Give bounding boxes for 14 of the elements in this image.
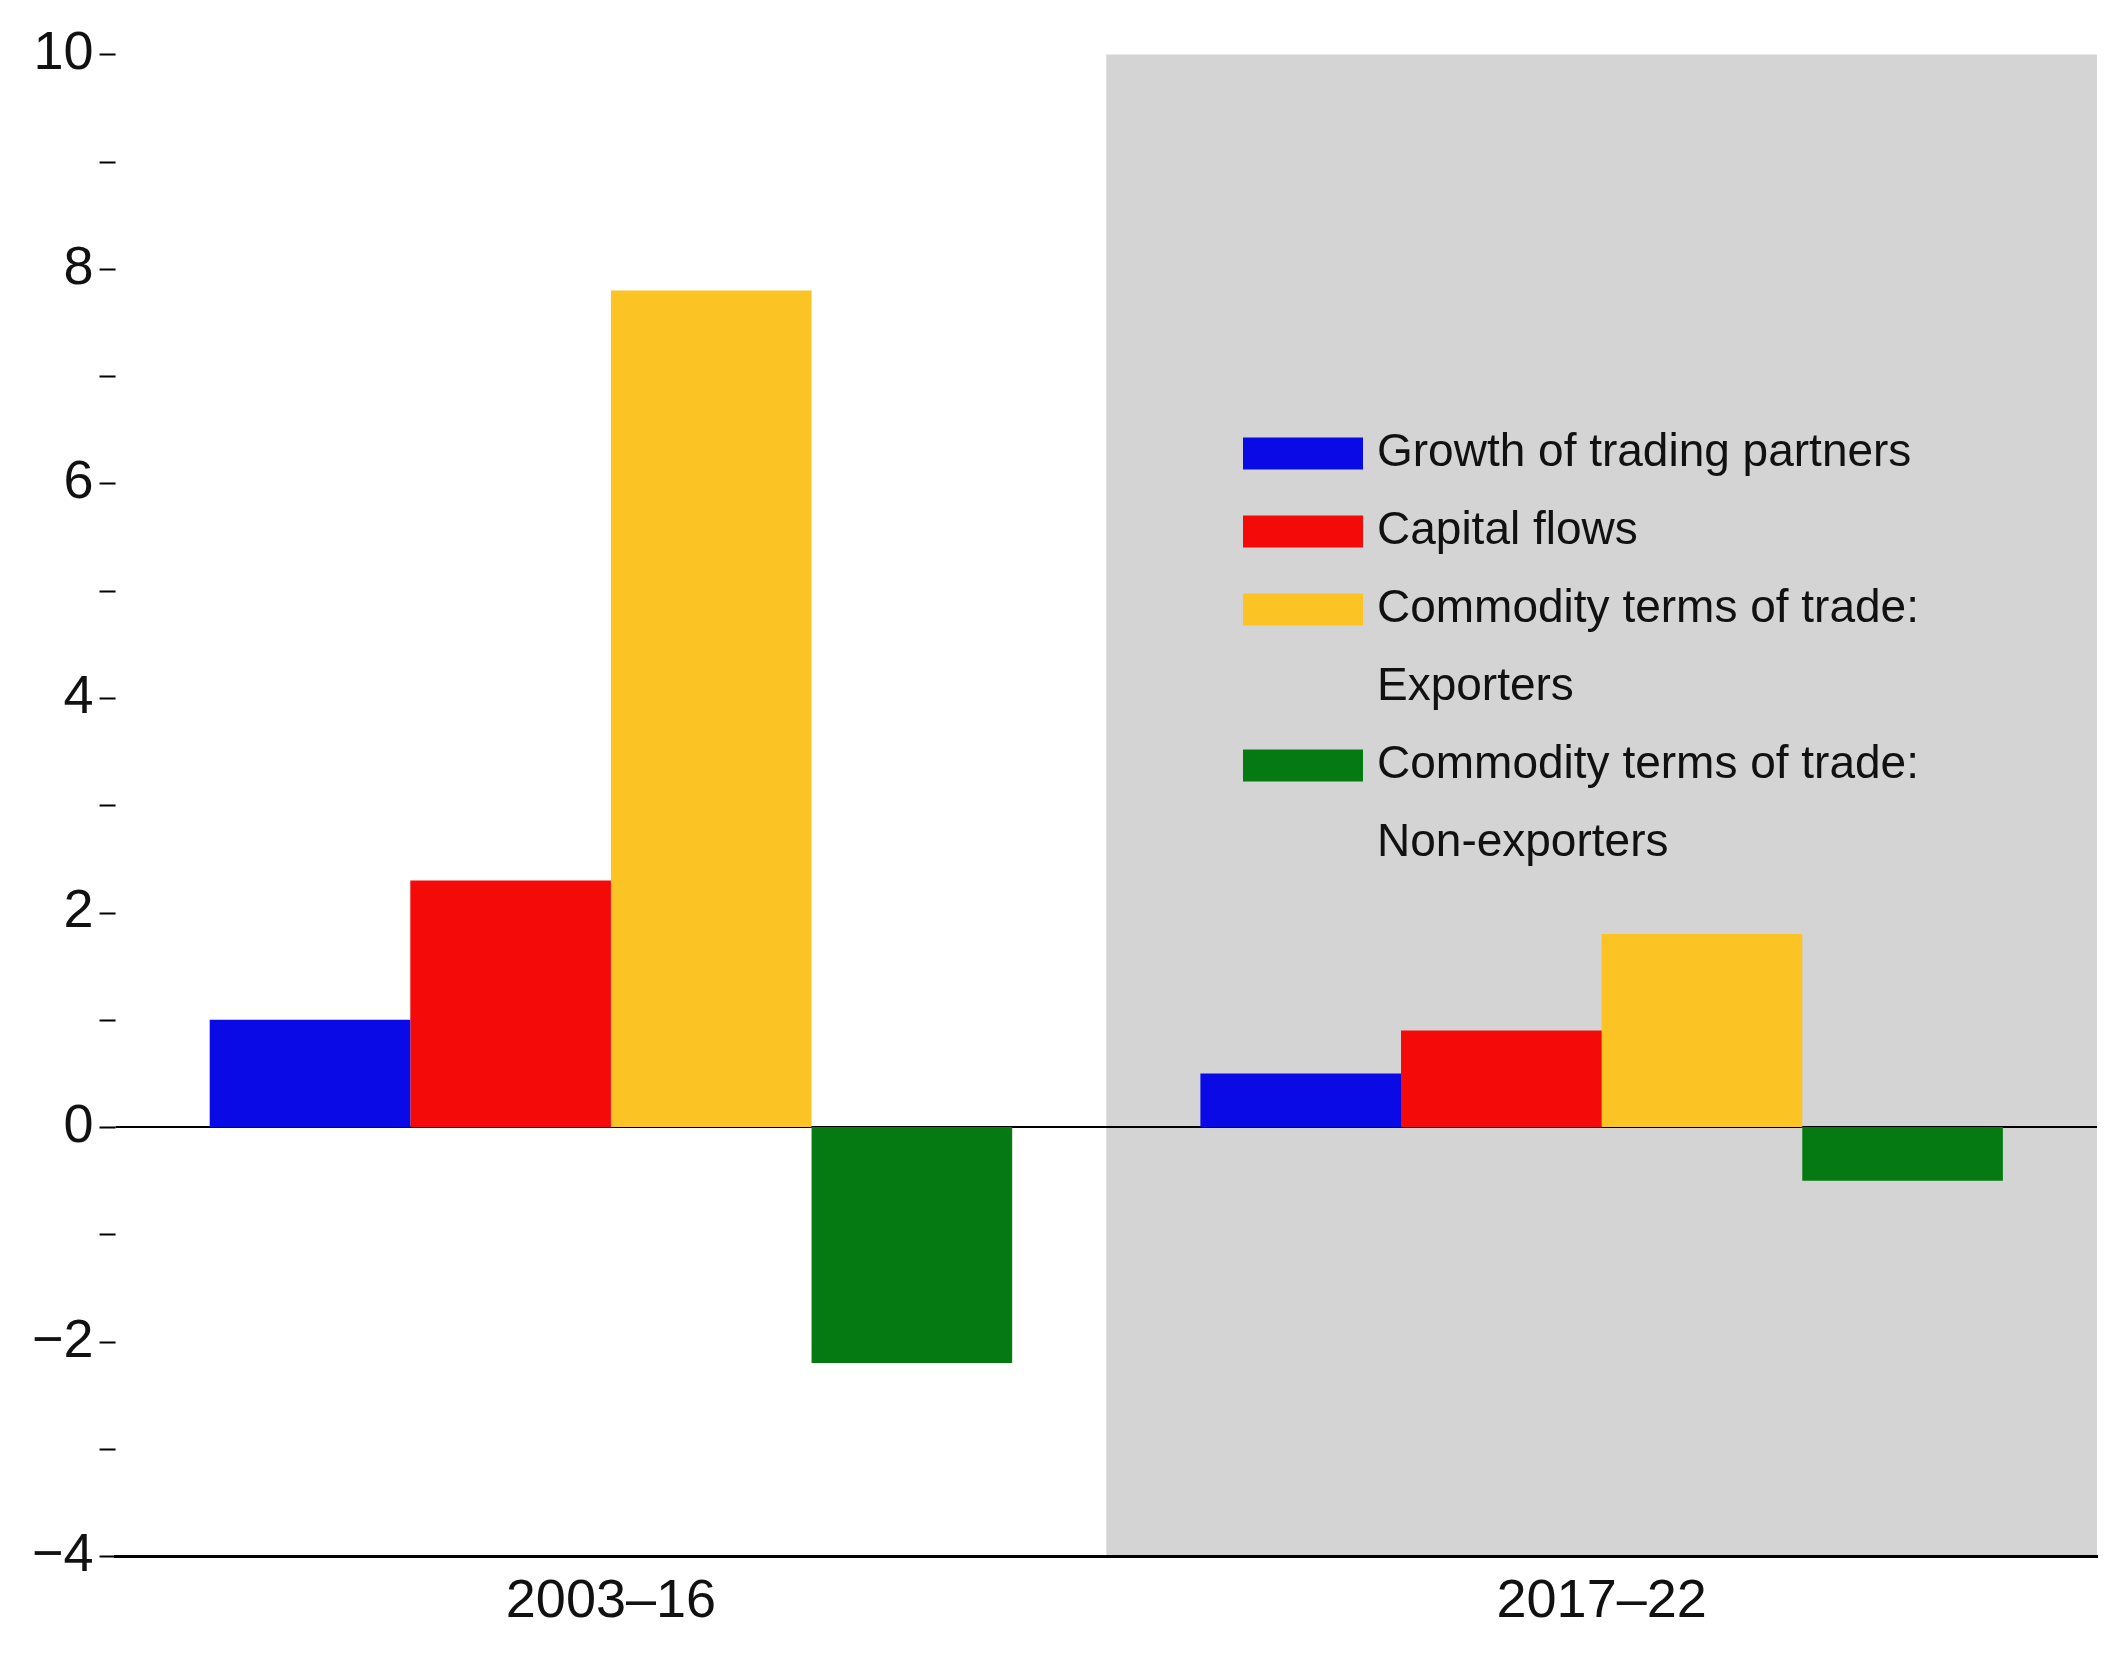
legend-label: Growth of trading partners <box>1377 424 1912 477</box>
y-tick-label: 0 <box>63 1093 94 1153</box>
y-tick-label: −4 <box>31 1522 94 1583</box>
legend-label: Commodity terms of trade: Exporters <box>1377 580 1919 711</box>
legend-label: Commodity terms of trade: Non-exporters <box>1377 736 1919 867</box>
y-tick-label: 2 <box>63 878 94 939</box>
x-tick-label: 2017–22 <box>1496 1568 1707 1629</box>
legend-label: Capital flows <box>1377 502 1638 555</box>
x-tick-label: 2003–16 <box>505 1568 717 1629</box>
y-tick-label: 4 <box>63 663 94 724</box>
y-tick-label: 6 <box>63 449 94 510</box>
y-tick-label: 8 <box>63 234 94 295</box>
y-tick-label: 10 <box>33 20 94 81</box>
y-tick-label: −2 <box>31 1307 94 1368</box>
